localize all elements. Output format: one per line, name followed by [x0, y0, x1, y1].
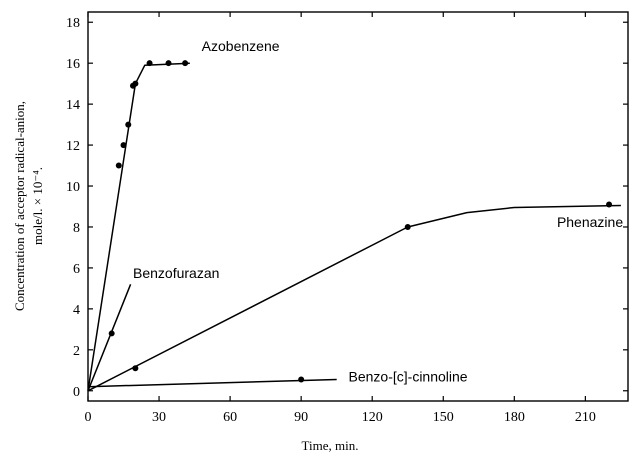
plot-frame [87, 11, 629, 402]
x-tick-label: 120 [362, 410, 383, 425]
series-label-azobenzene: Azobenzene [202, 38, 280, 54]
y-axis-title-line1: Concentration of acceptor radical-anion, [12, 101, 27, 311]
data-point-benzo-c-cinnoline [132, 365, 139, 372]
series-layer [87, 60, 621, 392]
x-tick-label: 90 [294, 410, 308, 425]
data-point-azobenzene [146, 60, 153, 67]
data-point-azobenzene [182, 60, 189, 67]
series-line-benzo-c-cinnoline [87, 378, 337, 388]
y-tick-label: 8 [73, 221, 80, 236]
y-axis-title-line2: mole/l. × 10⁻⁴. [30, 167, 45, 245]
series-label-phenazine: Phenazine [557, 214, 623, 230]
y-tick-label: 0 [73, 385, 80, 400]
y-tick-label: 6 [73, 262, 80, 277]
axis-ticks: 0 30 60 90 120 150 180 210 0 2 4 6 8 10 12 14 16 18 [66, 12, 628, 425]
data-point-phenazine [606, 201, 613, 208]
x-tick-label: 60 [223, 410, 237, 425]
series-labels: Azobenzene Benzofurazan Phenazine Benzo-[c]… [133, 38, 623, 385]
x-tick-label: 0 [85, 410, 92, 425]
data-point-azobenzene [132, 80, 139, 87]
series-line-azobenzene [87, 62, 190, 391]
y-tick-label: 18 [66, 16, 80, 31]
data-point-benzofurazan [108, 330, 115, 337]
data-point-azobenzene [165, 60, 172, 67]
series-label-benzofurazan: Benzofurazan [133, 265, 219, 281]
data-point-azobenzene [125, 121, 132, 128]
x-tick-label: 150 [433, 410, 454, 425]
y-tick-label: 10 [66, 180, 80, 195]
y-tick-label: 12 [66, 139, 80, 154]
y-tick-label: 2 [73, 344, 80, 359]
data-point-azobenzene [115, 162, 122, 169]
data-point-phenazine [404, 223, 411, 230]
y-tick-label: 4 [73, 303, 80, 318]
x-tick-label: 30 [152, 410, 166, 425]
data-point-benzo-c-cinnoline [298, 376, 305, 383]
series-line-benzofurazan [87, 284, 132, 392]
series-line-phenazine [87, 204, 621, 392]
x-tick-label: 210 [575, 410, 596, 425]
x-axis-title: Time, min. [302, 438, 359, 453]
data-point-azobenzene [120, 142, 127, 149]
series-label-benzo-c-cinnoline: Benzo-[c]-cinnoline [349, 369, 468, 385]
y-tick-label: 14 [66, 98, 80, 113]
x-tick-label: 180 [504, 410, 525, 425]
y-tick-label: 16 [66, 57, 80, 72]
